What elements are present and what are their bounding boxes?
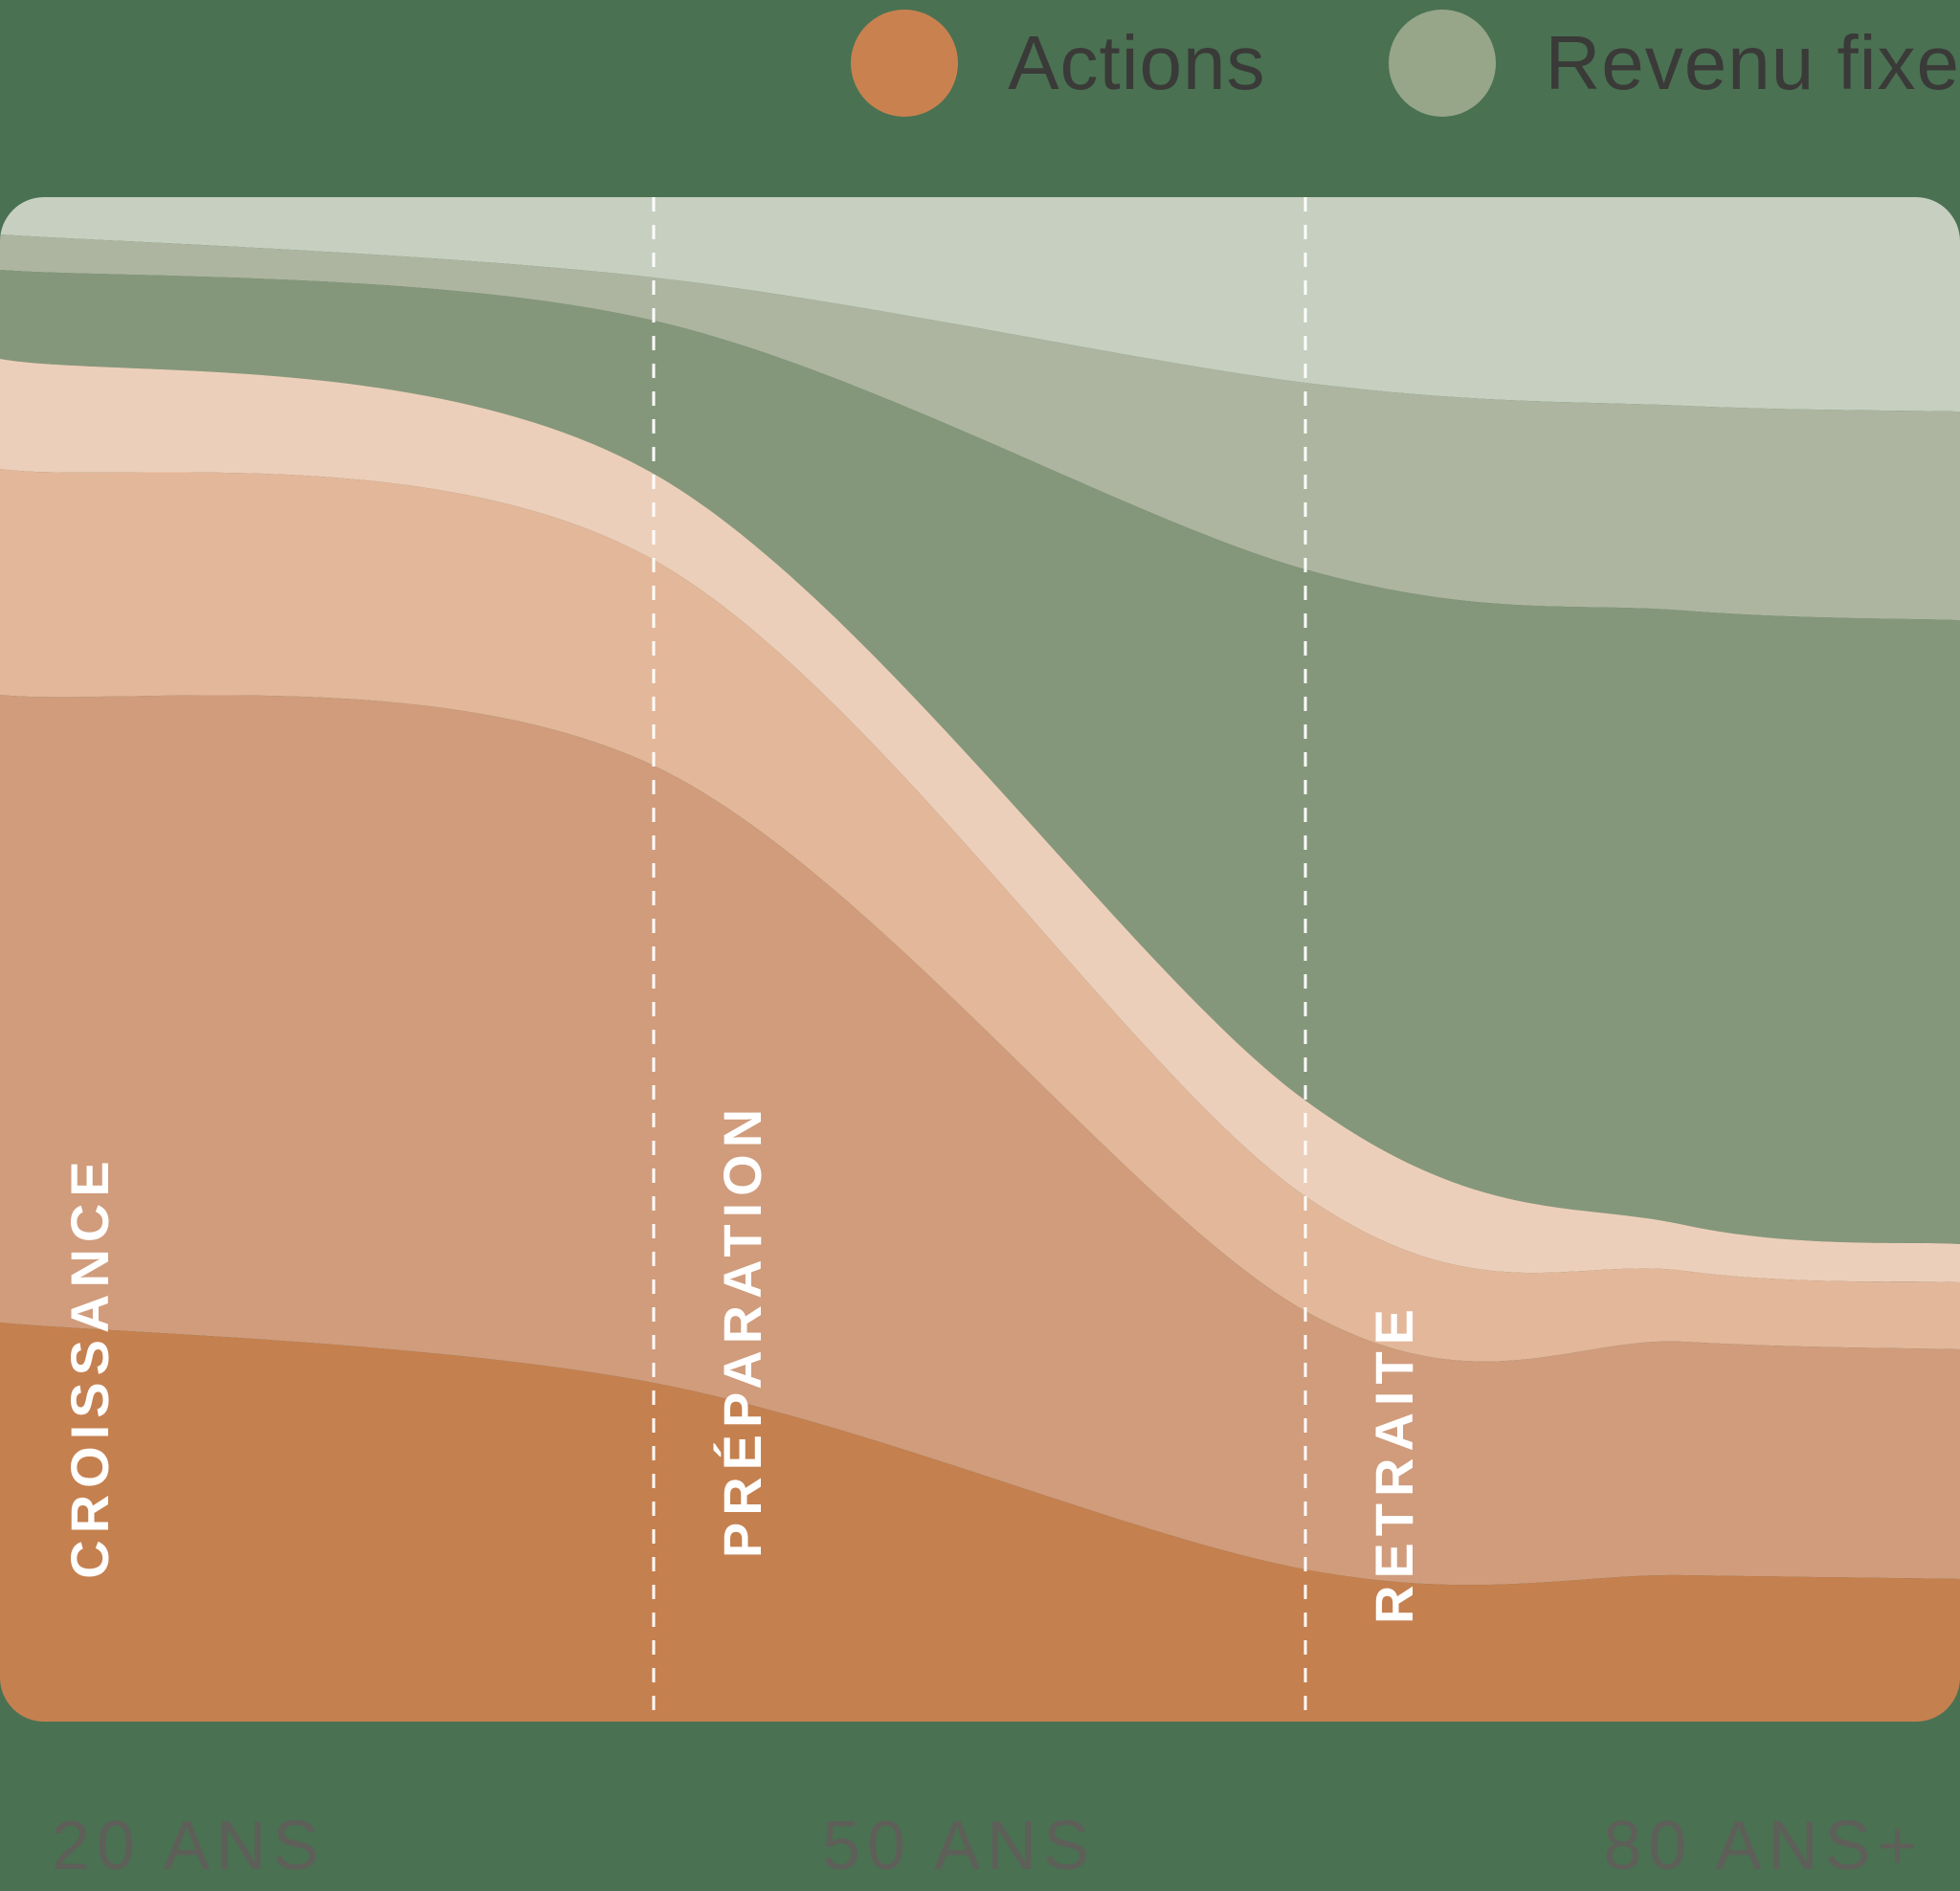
actions-tranche-2-area — [0, 469, 1960, 1362]
revenu-fixe-tranche-2-area — [0, 234, 1960, 620]
legend-item-revenu-fixe: Revenu fixe — [1388, 10, 1960, 117]
x-axis-label-1: 20 ANS — [51, 1808, 326, 1884]
phase-label-retraite: RETRAITE — [1364, 1302, 1424, 1624]
legend-item-actions: Actions — [851, 10, 1265, 117]
phase-label-prparation: PRÉPARATION — [712, 1101, 772, 1559]
legend-label-actions: Actions — [1008, 20, 1266, 105]
x-axis-label-3: 80 ANS+ — [1603, 1808, 1925, 1884]
revenu-fixe-tranche-1-area — [0, 197, 1960, 412]
x-axis-label-2: 50 ANS — [821, 1808, 1097, 1884]
phase-label-croissance: CROISSANCE — [59, 1154, 120, 1579]
actions-tranche-1-area — [0, 359, 1960, 1282]
chart-legend: Actions Revenu fixe — [851, 0, 1960, 126]
actions-tranche-3-area — [0, 695, 1960, 1586]
revenu-fixe-color-dot-icon — [1388, 10, 1496, 117]
stacked-area-plot — [0, 197, 1960, 1722]
glide-path-chart: CROISSANCE PRÉPARATION RETRAITE — [0, 197, 1960, 1722]
legend-label-revenu-fixe: Revenu fixe — [1545, 20, 1960, 105]
revenu-fixe-tranche-3-area — [0, 270, 1960, 1244]
actions-color-dot-icon — [851, 10, 959, 117]
actions-tranche-4-area — [0, 1323, 1960, 1722]
